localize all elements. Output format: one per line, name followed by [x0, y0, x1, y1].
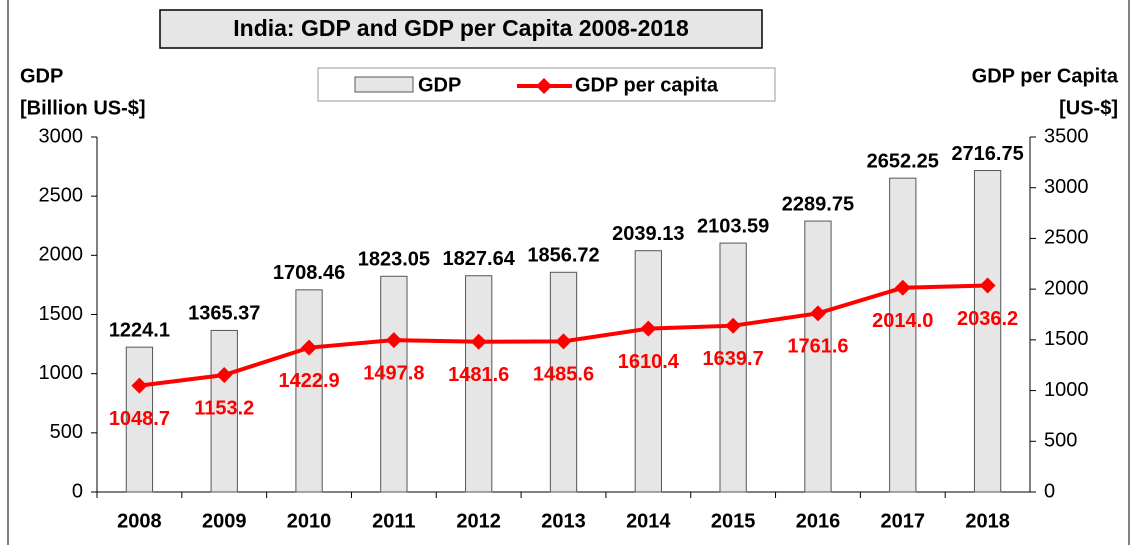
- y2-tick-label: 2500: [1044, 227, 1089, 249]
- bar: [125, 346, 154, 493]
- bar-label: 1224.1: [109, 319, 170, 341]
- marker: [809, 305, 826, 322]
- y2-axis-title: [US-$]: [1059, 97, 1118, 119]
- y2-tick-label: 3000: [1044, 176, 1089, 198]
- bar: [804, 220, 832, 493]
- y2-tick-label: 2000: [1044, 277, 1089, 299]
- bar: [210, 329, 238, 493]
- x-tick-label: 2009: [202, 510, 247, 532]
- y-axis-title: [Billion US-$]: [20, 97, 146, 119]
- y-tick-label: 500: [50, 421, 83, 443]
- bar: [634, 250, 662, 493]
- bar: [549, 271, 578, 493]
- y-tick-label: 2500: [39, 184, 84, 206]
- x-tick-label: 2015: [711, 510, 756, 532]
- marker: [555, 333, 572, 350]
- y2-tick-label: 1000: [1044, 379, 1089, 401]
- line-label: 1048.7: [109, 408, 170, 430]
- bar: [380, 275, 408, 493]
- x-tick-label: 2014: [626, 510, 671, 532]
- marker: [979, 277, 996, 294]
- marker: [131, 377, 148, 394]
- line-label: 1481.6: [448, 364, 509, 386]
- marker: [216, 367, 233, 384]
- y-tick-label: 2000: [39, 244, 84, 266]
- bar-label: 2103.59: [697, 215, 769, 237]
- marker: [640, 320, 657, 337]
- y2-tick-label: 0: [1044, 480, 1055, 502]
- bar-label: 1708.46: [273, 262, 345, 284]
- marker: [385, 332, 402, 349]
- bar-label: 2652.25: [867, 150, 939, 172]
- y-axis-title: GDP: [20, 65, 63, 87]
- y2-axis-title: GDP per Capita: [972, 65, 1119, 87]
- x-tick-label: 2016: [796, 510, 841, 532]
- line-label: 1497.8: [363, 362, 424, 384]
- y2-tick-label: 500: [1044, 430, 1077, 452]
- x-tick-label: 2011: [372, 510, 415, 532]
- x-tick-label: 2012: [456, 510, 501, 532]
- frame: [7, 0, 1130, 545]
- bar: [889, 177, 917, 493]
- y-tick-label: 3000: [39, 125, 84, 147]
- bar-label: 1856.72: [527, 245, 599, 267]
- line-label: 1610.4: [618, 351, 680, 373]
- line-label: 1422.9: [278, 370, 339, 392]
- bar-label: 1827.64: [443, 248, 516, 270]
- marker: [301, 339, 318, 356]
- y2-tick-label: 1500: [1044, 328, 1089, 350]
- line-label: 2014.0: [872, 310, 933, 332]
- x-tick-label: 2018: [965, 510, 1010, 532]
- line-label: 1153.2: [194, 397, 254, 419]
- bar-label: 1365.37: [188, 303, 260, 325]
- y-tick-label: 1000: [39, 362, 84, 384]
- x-tick-label: 2013: [541, 510, 586, 532]
- legend-marker: [536, 78, 552, 94]
- bar-label: 1823.05: [358, 249, 430, 271]
- x-tick-label: 2010: [287, 510, 332, 532]
- marker: [725, 317, 742, 334]
- bar: [973, 170, 1002, 493]
- legend-label: GDP: [418, 74, 461, 96]
- line-label: 1761.6: [787, 336, 848, 358]
- x-tick-label: 2008: [117, 510, 162, 532]
- bar-label: 2039.13: [612, 223, 684, 245]
- y2-tick-label: 3500: [1044, 125, 1089, 147]
- bar-label: 2716.75: [951, 143, 1023, 165]
- y-tick-label: 1500: [39, 303, 84, 325]
- bar-label: 2289.75: [782, 193, 854, 215]
- bar: [719, 242, 747, 493]
- y-tick-label: 0: [72, 480, 83, 502]
- chart-title: India: GDP and GDP per Capita 2008-2018: [233, 15, 689, 41]
- marker: [470, 333, 487, 350]
- legend-swatch: [354, 76, 414, 93]
- bar: [295, 289, 323, 493]
- title-box: [159, 9, 763, 49]
- marker: [894, 279, 911, 296]
- line-label: 1485.6: [533, 364, 594, 386]
- legend-label: GDP per capita: [575, 74, 719, 96]
- bar: [465, 275, 493, 493]
- line-label: 2036.2: [957, 308, 1018, 330]
- x-tick-label: 2017: [881, 510, 926, 532]
- line-label: 1639.7: [703, 348, 764, 370]
